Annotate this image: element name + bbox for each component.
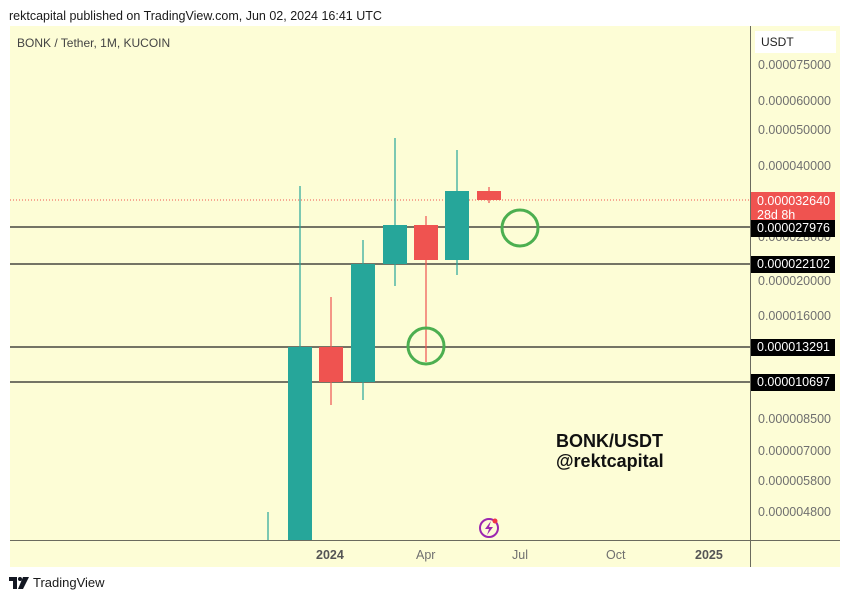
publish-info: rektcapital published on TradingView.com… <box>9 9 382 23</box>
candle-jun-2024 <box>477 187 501 203</box>
lightning-event-icon <box>479 518 499 538</box>
price-axis-border <box>750 26 751 567</box>
y-tick: 0.000008500 <box>758 412 831 426</box>
y-tick: 0.000004800 <box>758 505 831 519</box>
y-tick: 0.000016000 <box>758 309 831 323</box>
time-axis-border <box>10 540 840 541</box>
level-label: 0.000022102 <box>751 256 835 273</box>
x-tick: Jul <box>512 548 528 562</box>
y-tick: 0.000050000 <box>758 123 831 137</box>
candle-dec-2023 <box>288 186 312 540</box>
y-tick: 0.000040000 <box>758 159 831 173</box>
x-tick: Apr <box>416 548 436 562</box>
candle-may-2024 <box>445 150 469 275</box>
chart-watermark: BONK/USDT @rektcapital <box>556 431 664 471</box>
candle-mar-2024 <box>383 138 407 286</box>
candle-countdown: 28d 8h <box>757 208 796 222</box>
y-tick: 0.000007000 <box>758 444 831 458</box>
annotation-circle-jul <box>500 208 540 248</box>
level-label: 0.000027976 <box>751 220 835 237</box>
x-tick: 2024 <box>316 548 344 562</box>
tradingview-brand[interactable]: TradingView <box>9 575 105 590</box>
level-label: 0.000010697 <box>751 374 835 391</box>
tradingview-label: TradingView <box>33 575 105 590</box>
level-label: 0.000013291 <box>751 339 835 356</box>
candle-jan-2024 <box>319 297 343 405</box>
x-tick: Oct <box>606 548 626 562</box>
tradingview-logo-icon <box>9 576 29 589</box>
chart-area[interactable] <box>10 26 840 567</box>
currency-selector[interactable]: USDT <box>755 31 836 53</box>
watermark-author: @rektcapital <box>556 451 664 471</box>
y-tick: 0.000060000 <box>758 94 831 108</box>
symbol-label: BONK / Tether, 1M, KUCOIN <box>17 36 171 50</box>
y-tick: 0.000020000 <box>758 274 831 288</box>
candle-feb-2024 <box>351 240 375 400</box>
y-tick: 0.000075000 <box>758 58 831 72</box>
annotation-circle-apr <box>406 326 446 366</box>
x-tick: 2025 <box>695 548 723 562</box>
candle-apr-2024 <box>414 216 438 362</box>
current-price-value: 0.000032640 <box>757 194 830 208</box>
current-price-label: 0.000032640 28d 8h <box>751 192 835 222</box>
y-tick: 0.000005800 <box>758 474 831 488</box>
watermark-pair: BONK/USDT <box>556 431 663 451</box>
